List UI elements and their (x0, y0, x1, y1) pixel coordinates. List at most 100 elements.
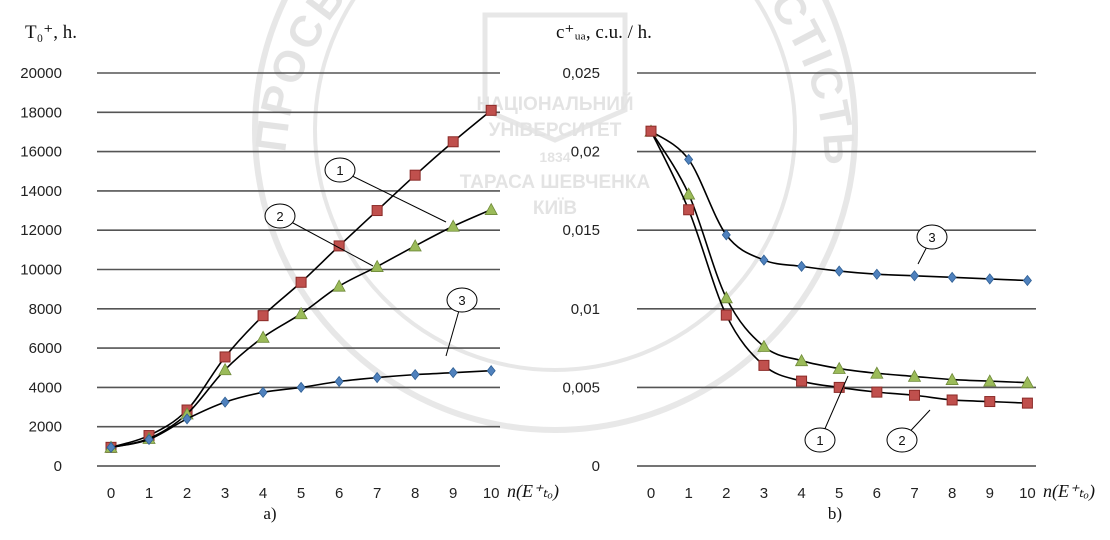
data-point-2 (683, 204, 695, 216)
x-tick-label: 6 (335, 485, 343, 502)
data-point-3 (721, 229, 731, 241)
data-point-2 (333, 240, 345, 252)
y-tick-label: 20000 (20, 65, 62, 82)
data-point-2 (485, 104, 497, 116)
x-tick-label: 1 (684, 485, 692, 502)
data-point-1 (408, 239, 422, 252)
watermark-text: ТАРАСА ШЕВЧЕНКА (460, 172, 651, 193)
series-line-1 (650, 130, 1028, 384)
x-tick-label: 7 (910, 485, 918, 502)
panel-caption: a) (263, 504, 276, 523)
data-point-1 (218, 362, 232, 376)
y-tick-label: 0,015 (562, 222, 600, 239)
data-point-3 (372, 371, 382, 384)
data-point-1 (484, 202, 498, 215)
data-point-3 (872, 268, 882, 280)
y-tick-label: 0 (592, 458, 600, 475)
panel-caption: b) (828, 504, 842, 523)
data-point-1 (294, 306, 308, 320)
y-tick-label: 0,01 (571, 301, 600, 318)
data-point-2 (409, 169, 421, 181)
y-tick-label: 14000 (20, 183, 62, 200)
y-tick-label: 0,005 (562, 379, 600, 396)
callout-circle (804, 427, 836, 453)
data-point-3 (909, 270, 920, 282)
series-line-1 (110, 208, 492, 449)
data-point-2 (257, 310, 269, 322)
callout-label: 2 (898, 433, 905, 448)
callout-circle (886, 427, 918, 453)
data-point-2 (908, 389, 920, 401)
callout-label: 2 (276, 209, 283, 224)
y-tick-label: 6000 (29, 340, 62, 357)
x-axis-title: n(E⁺ₜₒ) (1043, 481, 1095, 502)
data-point-3 (220, 396, 230, 408)
x-tick-label: 2 (183, 485, 191, 502)
data-point-3 (797, 260, 807, 272)
y-axis-title: T₀⁺, h. (25, 22, 77, 43)
data-point-3 (684, 153, 694, 166)
x-tick-label: 4 (797, 485, 805, 502)
data-point-1 (370, 259, 384, 272)
data-point-1 (681, 187, 696, 200)
data-point-3 (759, 254, 769, 266)
x-tick-label: 5 (297, 485, 305, 502)
x-tick-label: 5 (835, 485, 843, 502)
x-axis-title: n(E⁺ₜₒ) (507, 481, 559, 502)
x-tick-label: 7 (373, 485, 381, 502)
callout-circle (446, 287, 478, 313)
x-tick-label: 9 (986, 485, 994, 502)
x-tick-label: 8 (948, 485, 956, 502)
x-tick-label: 10 (483, 485, 500, 502)
callout-label: 1 (816, 433, 823, 448)
x-tick-label: 0 (107, 485, 115, 502)
data-point-1 (983, 374, 997, 387)
data-point-1 (945, 372, 959, 385)
data-point-3 (947, 271, 957, 284)
x-tick-label: 9 (449, 485, 457, 502)
data-point-1 (719, 290, 733, 304)
y-tick-label: 10000 (20, 262, 62, 279)
data-point-3 (106, 441, 116, 453)
data-point-2 (758, 359, 770, 371)
data-point-1 (832, 361, 846, 374)
x-tick-label: 4 (259, 485, 267, 502)
callout-label: 1 (336, 163, 343, 178)
data-point-2 (645, 125, 657, 137)
y-axis-title: c⁺ᵤₐ, c.u. / h. (556, 22, 652, 43)
data-point-3 (144, 433, 154, 446)
data-point-1 (332, 279, 346, 292)
watermark-text: НАЦІОНАЛЬНИЙ (476, 93, 633, 115)
x-tick-label: 1 (145, 485, 153, 502)
watermark-text: КИЇВ (533, 198, 577, 219)
y-tick-label: 0 (54, 458, 62, 475)
data-point-3 (834, 265, 844, 277)
data-point-2 (447, 136, 459, 148)
data-point-2 (833, 381, 845, 393)
watermark-text: 1834 (539, 149, 570, 165)
callout-label: 3 (928, 230, 935, 245)
data-point-2 (1021, 397, 1033, 409)
data-point-1 (907, 369, 922, 382)
y-tick-label: 8000 (29, 301, 62, 318)
data-point-1 (1020, 375, 1035, 389)
data-point-1 (757, 339, 771, 352)
x-tick-label: 0 (647, 485, 655, 502)
y-tick-label: 0,02 (571, 144, 600, 161)
x-tick-label: 10 (1019, 485, 1036, 502)
data-point-2 (871, 386, 883, 398)
data-point-3 (985, 273, 995, 285)
x-tick-label: 8 (411, 485, 419, 502)
data-point-3 (1022, 274, 1032, 287)
data-point-2 (219, 351, 231, 363)
data-point-3 (334, 375, 344, 388)
callout-leader (339, 169, 447, 223)
callout-circle (916, 224, 948, 250)
data-point-2 (720, 309, 732, 321)
data-point-3 (486, 365, 496, 377)
callout-leader (279, 215, 374, 267)
watermark-ring (252, 0, 858, 433)
callout-circle (324, 157, 356, 183)
